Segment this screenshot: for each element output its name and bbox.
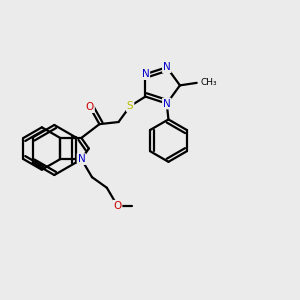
Text: N: N (142, 69, 149, 79)
Text: CH₃: CH₃ (200, 78, 217, 87)
Text: N: N (163, 62, 171, 72)
Text: O: O (86, 102, 94, 112)
Text: O: O (113, 201, 122, 211)
Text: S: S (127, 101, 134, 111)
Text: N: N (77, 154, 85, 164)
Text: N: N (163, 98, 171, 109)
